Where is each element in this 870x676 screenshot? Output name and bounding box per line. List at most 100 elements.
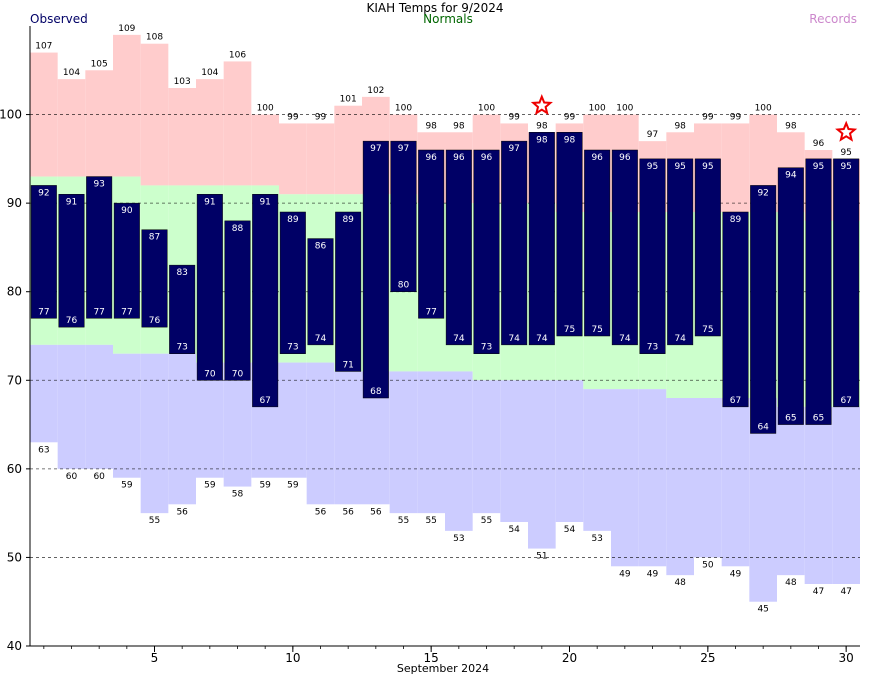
record-high-label: 105 — [91, 59, 108, 69]
observed-bar — [777, 167, 804, 425]
observed-bar — [30, 185, 57, 319]
observed-bar — [445, 149, 472, 346]
record-high-label: 104 — [201, 68, 218, 78]
record-high-band — [251, 114, 279, 186]
observed-bars-layer — [30, 132, 860, 434]
record-low-band — [445, 371, 473, 531]
observed-low-label: 75 — [564, 325, 575, 335]
y-tick-label: 90 — [7, 196, 22, 210]
observed-low-label: 74 — [536, 334, 548, 344]
record-high-label: 108 — [146, 33, 163, 43]
record-high-band — [168, 88, 196, 186]
record-star-marker — [835, 120, 858, 142]
observed-high-label: 90 — [121, 206, 133, 216]
observed-bar — [805, 158, 832, 425]
observed-high-label: 91 — [204, 197, 215, 207]
observed-bar — [279, 211, 306, 354]
record-high-band — [85, 70, 113, 177]
observed-high-label: 89 — [342, 215, 354, 225]
record-low-label: 55 — [425, 516, 436, 526]
record-low-label: 49 — [730, 569, 742, 579]
observed-low-label: 73 — [287, 343, 298, 353]
record-high-label: 98 — [425, 121, 437, 131]
observed-low-label: 80 — [398, 281, 410, 291]
record-low-label: 48 — [674, 578, 686, 588]
record-high-label: 98 — [536, 121, 548, 131]
observed-low-label: 67 — [730, 396, 741, 406]
record-high-label: 100 — [395, 104, 412, 114]
record-low-label: 59 — [287, 481, 299, 491]
record-low-label: 53 — [591, 534, 602, 544]
labels-layer: 92 77 107 63 91 76 104 60 93 77 105 60 90 77 109 59 87 76… — [35, 24, 858, 615]
record-low-band — [694, 398, 722, 558]
record-low-band — [472, 380, 501, 514]
record-high-band — [113, 34, 141, 177]
observed-high-label: 91 — [66, 197, 77, 207]
observed-low-label: 73 — [481, 343, 492, 353]
observed-low-label: 67 — [840, 396, 851, 406]
record-low-label: 63 — [38, 445, 49, 455]
record-high-band — [223, 61, 252, 186]
observed-high-label: 88 — [232, 224, 244, 234]
y-tick-label: 60 — [7, 462, 22, 476]
observed-bar — [113, 202, 140, 319]
observed-high-label: 92 — [757, 188, 768, 198]
record-high-label: 99 — [287, 112, 299, 122]
x-tick-label: 30 — [839, 651, 854, 665]
record-low-label: 59 — [121, 481, 133, 491]
record-low-band — [30, 344, 58, 443]
record-low-label: 56 — [315, 507, 327, 517]
observed-low-label: 74 — [674, 334, 686, 344]
observed-bar — [667, 158, 694, 346]
observed-bar — [473, 149, 500, 354]
record-high-label: 98 — [453, 121, 465, 131]
record-low-label: 45 — [757, 605, 768, 615]
observed-bar — [722, 211, 749, 408]
observed-low-label: 64 — [757, 422, 769, 432]
record-low-band — [638, 389, 667, 567]
observed-low-label: 65 — [813, 414, 824, 424]
observed-high-label: 89 — [287, 215, 299, 225]
record-low-band — [777, 406, 805, 576]
record-high-label: 101 — [340, 95, 357, 105]
record-low-band — [279, 362, 307, 478]
chart-title: KIAH Temps for 9/2024 — [366, 1, 503, 15]
observed-high-label: 97 — [370, 144, 381, 154]
record-low-band — [168, 353, 196, 505]
record-low-band — [417, 371, 445, 514]
observed-bar — [362, 140, 389, 399]
observed-low-label: 65 — [785, 414, 796, 424]
record-low-label: 56 — [370, 507, 382, 517]
observed-bar — [169, 264, 196, 354]
observed-low-label: 74 — [453, 334, 465, 344]
record-low-label: 56 — [342, 507, 354, 517]
record-high-label: 109 — [118, 24, 135, 34]
observed-bar — [694, 158, 721, 337]
observed-low-label: 77 — [38, 307, 49, 317]
observed-high-label: 98 — [536, 135, 548, 145]
record-high-label: 102 — [367, 86, 384, 96]
observed-low-label: 74 — [619, 334, 631, 344]
observed-high-label: 95 — [813, 162, 824, 172]
observed-low-label: 70 — [232, 369, 244, 379]
observed-high-label: 96 — [481, 153, 493, 163]
x-tick-label: 20 — [562, 651, 577, 665]
observed-bar — [86, 176, 113, 319]
y-tick-label: 40 — [7, 639, 22, 653]
observed-low-label: 75 — [702, 325, 713, 335]
observed-bar — [556, 132, 583, 337]
record-high-label: 100 — [478, 104, 495, 114]
observed-bar — [335, 211, 362, 372]
observed-bar — [141, 229, 168, 328]
observed-high-label: 93 — [93, 180, 104, 190]
record-high-label: 99 — [315, 112, 327, 122]
observed-low-label: 70 — [204, 369, 216, 379]
y-tick-label: 50 — [7, 550, 22, 564]
record-low-label: 59 — [259, 481, 271, 491]
record-low-band — [196, 362, 224, 478]
observed-high-label: 98 — [564, 135, 576, 145]
record-high-band — [196, 79, 224, 186]
axes-layer: 40 50 60 70 80 90 100 5 10 15 20 25 30 — [0, 26, 860, 665]
observed-high-label: 92 — [38, 188, 49, 198]
record-high-label: 98 — [674, 121, 686, 131]
